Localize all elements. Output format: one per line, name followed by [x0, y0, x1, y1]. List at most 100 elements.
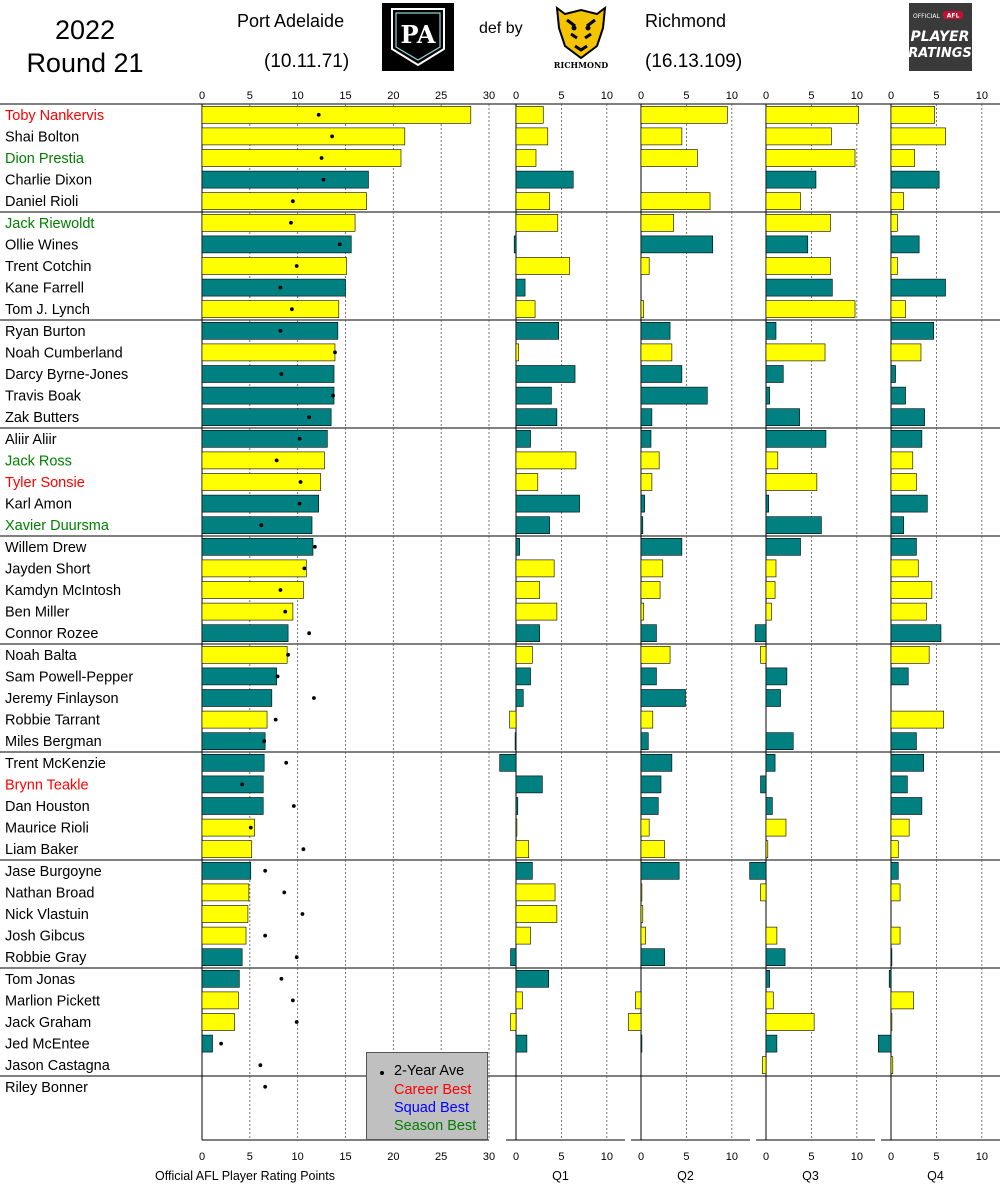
- svg-text:RICHMOND: RICHMOND: [554, 60, 608, 70]
- quarter-tick-label-top: 10: [601, 90, 613, 102]
- quarter-rating-bar: [888, 969, 892, 988]
- total-rating-bar: [201, 192, 367, 210]
- quarter-rating-bar: [640, 818, 650, 837]
- two-year-average-dot: [312, 544, 317, 549]
- quarter-rating-bar: [515, 991, 523, 1010]
- quarter-rating-bar: [515, 257, 570, 275]
- quarter-rating-bar: [515, 775, 543, 794]
- quarter-rating-bar: [890, 408, 925, 427]
- total-tick-label-bottom: 20: [387, 1151, 399, 1163]
- result-text: def by: [479, 20, 523, 37]
- quarter-rating-bar: [890, 559, 919, 578]
- quarter-rating-bar: [765, 235, 809, 254]
- quarter-rating-bar: [749, 861, 767, 880]
- quarter-rating-bar: [890, 300, 906, 319]
- quarter-rating-bar: [515, 516, 550, 535]
- quarter-rating-bar: [515, 602, 558, 621]
- quarter-rating-bar: [890, 667, 909, 686]
- quarter-rating-bar: [514, 732, 517, 751]
- quarter-rating-bar: [635, 991, 642, 1010]
- two-year-average-dot: [258, 1063, 263, 1068]
- quarter-tick-label-bottom: 10: [601, 1151, 613, 1163]
- quarter-rating-bar: [640, 321, 671, 340]
- total-rating-bar: [201, 689, 273, 707]
- total-tick-label-bottom: 5: [247, 1151, 253, 1163]
- quarter-rating-bar: [509, 710, 517, 729]
- quarter-rating-bar: [760, 883, 767, 902]
- svg-text:PA: PA: [401, 20, 436, 49]
- total-rating-bar: [201, 408, 332, 427]
- quarter-rating-bar: [513, 235, 517, 254]
- player-name: Josh Gibcus: [5, 929, 85, 945]
- two-year-average-dot: [307, 415, 312, 420]
- player-name: Tyler Sonsie: [5, 475, 85, 491]
- player-name: Miles Bergman: [5, 734, 102, 750]
- quarter-tick-label-bottom: 5: [683, 1151, 689, 1163]
- quarter-rating-bar: [765, 602, 772, 621]
- quarter-rating-bar: [515, 494, 580, 513]
- quarter-rating-bar: [515, 861, 533, 880]
- quarter-tick-label-bottom: 0: [513, 1151, 519, 1163]
- quarter-rating-bar: [890, 386, 906, 405]
- quarter-rating-bar: [640, 386, 708, 405]
- two-year-average-dot: [284, 760, 289, 765]
- quarter-rating-bar: [890, 127, 946, 146]
- quarter-rating-bar: [499, 753, 517, 772]
- quarter-tick-label-top: 0: [888, 90, 894, 102]
- quarter-rating-bar: [890, 106, 935, 124]
- player-name: Travis Boak: [5, 389, 82, 405]
- quarter-rating-bar: [760, 775, 767, 794]
- quarter-rating-bar: [515, 559, 555, 578]
- quarter-rating-bar: [640, 840, 665, 859]
- total-rating-bar: [201, 559, 307, 578]
- player-name: Noah Cumberland: [5, 345, 123, 361]
- quarter-tick-label-bottom: 10: [726, 1151, 738, 1163]
- quarter-rating-bar: [640, 149, 698, 167]
- player-name: Jed McEntee: [5, 1037, 90, 1053]
- quarter-rating-bar: [890, 343, 922, 362]
- player-name: Toby Nankervis: [5, 108, 104, 124]
- quarter-tick-label-top: 5: [808, 90, 814, 102]
- two-year-average-dot: [286, 652, 290, 657]
- player-name: Sam Powell-Pepper: [5, 669, 133, 685]
- quarter-rating-bar: [627, 1013, 642, 1031]
- quarter-rating-bar: [890, 1013, 893, 1031]
- quarter-rating-bar: [890, 991, 915, 1010]
- two-year-average-dot: [300, 912, 305, 916]
- two-year-average-dot: [259, 523, 264, 528]
- two-year-average-dot: [279, 372, 284, 376]
- quarter-tick-label-bottom: 5: [558, 1151, 564, 1163]
- quarter-rating-bar: [765, 494, 770, 513]
- quarter-rating-bar: [765, 365, 784, 383]
- quarter-rating-bar: [890, 926, 901, 945]
- quarter-rating-bar: [765, 991, 774, 1010]
- two-year-average-dot: [278, 588, 283, 592]
- legend: 2-Year Ave Career Best Squad Best Season…: [366, 1052, 488, 1140]
- two-year-average-dot: [278, 328, 283, 333]
- quarter-rating-bar: [640, 602, 645, 621]
- player-name: Nick Vlastuin: [5, 907, 89, 923]
- quarter-rating-bar: [640, 624, 657, 643]
- legend-average-dot: [380, 1071, 384, 1075]
- quarter-rating-bar: [515, 451, 577, 470]
- player-name: Robbie Gray: [5, 950, 87, 966]
- two-year-average-dot: [331, 393, 335, 398]
- quarter-rating-bar: [765, 818, 787, 837]
- quarter-rating-bar: [640, 192, 711, 210]
- quarter-rating-bar: [762, 1056, 767, 1074]
- quarter-rating-bar: [890, 645, 930, 664]
- quarter-tick-label-top: 10: [726, 90, 738, 102]
- quarter-rating-bar: [890, 861, 899, 880]
- total-rating-bar: [201, 710, 268, 729]
- quarter-rating-bar: [890, 170, 940, 189]
- quarter-rating-bar: [640, 883, 643, 902]
- total-rating-bar: [201, 257, 347, 275]
- total-rating-bar: [201, 797, 264, 815]
- two-year-average-dot: [290, 998, 295, 1003]
- two-year-average-dot: [337, 242, 342, 247]
- total-rating-bar: [201, 1034, 213, 1053]
- quarter-rating-bar: [515, 689, 524, 707]
- quarter-tick-label-top: 5: [933, 90, 939, 102]
- player-name: Zak Butters: [5, 410, 79, 426]
- quarter-tick-label-bottom: 5: [808, 1151, 814, 1163]
